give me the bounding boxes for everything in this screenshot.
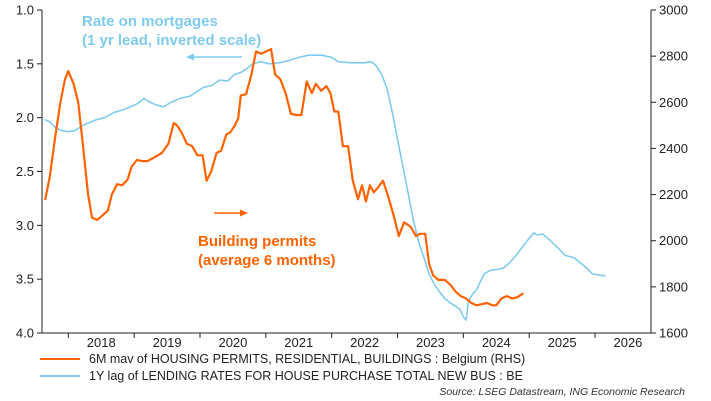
left-tick-label: 3.0 bbox=[16, 218, 34, 233]
left-tick-label: 2.5 bbox=[16, 164, 34, 179]
legend-label-rates: 1Y lag of LENDING RATES FOR HOUSE PURCHA… bbox=[89, 368, 523, 383]
left-tick-label: 2.0 bbox=[16, 110, 34, 125]
x-tick-label: 2024 bbox=[482, 335, 511, 350]
permits-annotation-line1: Building permits bbox=[198, 233, 316, 250]
legend-swatch-blue bbox=[40, 374, 80, 377]
right-tick-label: 2000 bbox=[659, 233, 688, 248]
right-tick-label: 2200 bbox=[659, 187, 688, 202]
x-tick-label: 2020 bbox=[218, 335, 247, 350]
legend-swatch-orange bbox=[40, 357, 80, 360]
x-tick-label: 2018 bbox=[87, 335, 116, 350]
x-tick-label: 2023 bbox=[416, 335, 445, 350]
x-tick-label: 2019 bbox=[153, 335, 182, 350]
right-tick-label: 2600 bbox=[659, 95, 688, 110]
right-tick-label: 1600 bbox=[659, 326, 688, 341]
legend-item-permits: 6M mav of HOUSING PERMITS, RESIDENTIAL, … bbox=[40, 350, 525, 367]
rate-arrow-left-icon bbox=[186, 53, 242, 61]
right-tick-label: 1800 bbox=[659, 279, 688, 294]
right-tick-label: 2800 bbox=[659, 49, 688, 64]
permits-arrow-right-icon bbox=[214, 209, 248, 217]
series-layer bbox=[44, 48, 606, 321]
x-tick-label: 2021 bbox=[284, 335, 313, 350]
left-tick-label: 3.5 bbox=[16, 272, 34, 287]
left-tick-label: 4.0 bbox=[16, 326, 34, 341]
right-tick-label: 2400 bbox=[659, 141, 688, 156]
left-tick-label: 1.5 bbox=[16, 56, 34, 71]
lending-rate-line bbox=[44, 54, 606, 321]
rate-annotation-line1: Rate on mortgages bbox=[82, 13, 218, 30]
source-note: Source: LSEG Datastream, ING Economic Re… bbox=[439, 386, 685, 398]
rate-annotation-line2: (1 yr lead, inverted scale) bbox=[82, 32, 261, 49]
x-tick-label: 2025 bbox=[548, 335, 577, 350]
permits-annotation-line2: (average 6 months) bbox=[198, 252, 336, 269]
legend-label-permits: 6M mav of HOUSING PERMITS, RESIDENTIAL, … bbox=[89, 351, 526, 366]
right-tick-label: 3000 bbox=[659, 3, 688, 18]
left-tick-label: 1.0 bbox=[16, 3, 34, 18]
axes: 1.0 1.5 2.0 2.5 3.0 3.5 4.0 1600 1800 2000 2200 240… bbox=[16, 3, 688, 351]
legend-item-rates: 1Y lag of LENDING RATES FOR HOUSE PURCHA… bbox=[40, 367, 525, 384]
x-tick-label: 2026 bbox=[613, 335, 642, 350]
legend: 6M mav of HOUSING PERMITS, RESIDENTIAL, … bbox=[40, 350, 525, 384]
x-tick-label: 2022 bbox=[350, 335, 379, 350]
building-permits-line bbox=[44, 48, 524, 307]
